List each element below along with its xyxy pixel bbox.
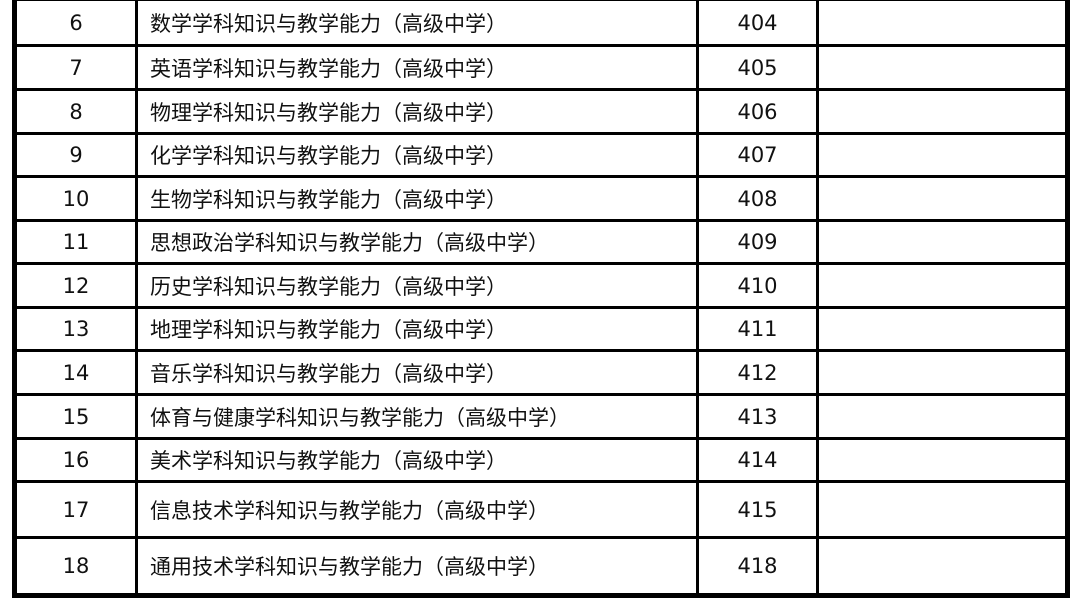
note-cell: [819, 539, 1065, 593]
subject-name: 体育与健康学科知识与教学能力（高级中学）: [138, 396, 699, 437]
subject-code: 412: [699, 352, 819, 393]
subject-name: 化学学科知识与教学能力（高级中学）: [138, 135, 699, 175]
subject-code: 404: [699, 1, 819, 44]
note-cell: [819, 265, 1065, 306]
note-cell: [819, 47, 1065, 88]
row-number: 15: [17, 396, 138, 437]
subject-code: 405: [699, 47, 819, 88]
subject-code: 407: [699, 135, 819, 175]
row-number: 13: [17, 309, 138, 349]
subject-code: 411: [699, 309, 819, 349]
subject-name: 历史学科知识与教学能力（高级中学）: [138, 265, 699, 306]
subject-name: 美术学科知识与教学能力（高级中学）: [138, 440, 699, 480]
subject-code: 410: [699, 265, 819, 306]
subject-table: 6 数学学科知识与教学能力（高级中学） 404 7 英语学科知识与教学能力（高级中学） 4…: [12, 0, 1070, 598]
table-row: 9 化学学科知识与教学能力（高级中学） 407: [17, 135, 1065, 178]
table-row: 16 美术学科知识与教学能力（高级中学） 414: [17, 440, 1065, 483]
table-row: 12 历史学科知识与教学能力（高级中学） 410: [17, 265, 1065, 309]
table-row: 18 通用技术学科知识与教学能力（高级中学） 418: [17, 539, 1065, 593]
row-number: 12: [17, 265, 138, 306]
note-cell: [819, 396, 1065, 437]
row-number: 6: [17, 1, 138, 44]
subject-code: 413: [699, 396, 819, 437]
table-row: 10 生物学科知识与教学能力（高级中学） 408: [17, 178, 1065, 222]
table-row: 8 物理学科知识与教学能力（高级中学） 406: [17, 91, 1065, 135]
subject-name: 英语学科知识与教学能力（高级中学）: [138, 47, 699, 88]
note-cell: [819, 135, 1065, 175]
note-cell: [819, 222, 1065, 262]
subject-name: 物理学科知识与教学能力（高级中学）: [138, 91, 699, 132]
table-row: 17 信息技术学科知识与教学能力（高级中学） 415: [17, 483, 1065, 539]
row-number: 17: [17, 483, 138, 536]
table-row: 11 思想政治学科知识与教学能力（高级中学） 409: [17, 222, 1065, 265]
subject-name: 生物学科知识与教学能力（高级中学）: [138, 178, 699, 219]
row-number: 11: [17, 222, 138, 262]
table-row: 15 体育与健康学科知识与教学能力（高级中学） 413: [17, 396, 1065, 440]
table-row: 14 音乐学科知识与教学能力（高级中学） 412: [17, 352, 1065, 396]
subject-name: 信息技术学科知识与教学能力（高级中学）: [138, 483, 699, 536]
row-number: 10: [17, 178, 138, 219]
row-number: 8: [17, 91, 138, 132]
row-number: 18: [17, 539, 138, 593]
subject-name: 思想政治学科知识与教学能力（高级中学）: [138, 222, 699, 262]
subject-name: 地理学科知识与教学能力（高级中学）: [138, 309, 699, 349]
subject-code: 408: [699, 178, 819, 219]
note-cell: [819, 440, 1065, 480]
subject-name: 通用技术学科知识与教学能力（高级中学）: [138, 539, 699, 593]
row-number: 9: [17, 135, 138, 175]
table-row: 7 英语学科知识与教学能力（高级中学） 405: [17, 47, 1065, 91]
subject-code: 414: [699, 440, 819, 480]
subject-code: 415: [699, 483, 819, 536]
note-cell: [819, 178, 1065, 219]
note-cell: [819, 309, 1065, 349]
row-number: 14: [17, 352, 138, 393]
note-cell: [819, 1, 1065, 44]
row-number: 16: [17, 440, 138, 480]
subject-code: 406: [699, 91, 819, 132]
subject-code: 409: [699, 222, 819, 262]
table-row: 6 数学学科知识与教学能力（高级中学） 404: [17, 1, 1065, 47]
note-cell: [819, 91, 1065, 132]
subject-name: 数学学科知识与教学能力（高级中学）: [138, 1, 699, 44]
subject-name: 音乐学科知识与教学能力（高级中学）: [138, 352, 699, 393]
row-number: 7: [17, 47, 138, 88]
note-cell: [819, 352, 1065, 393]
note-cell: [819, 483, 1065, 536]
table-row: 13 地理学科知识与教学能力（高级中学） 411: [17, 309, 1065, 352]
subject-code: 418: [699, 539, 819, 593]
